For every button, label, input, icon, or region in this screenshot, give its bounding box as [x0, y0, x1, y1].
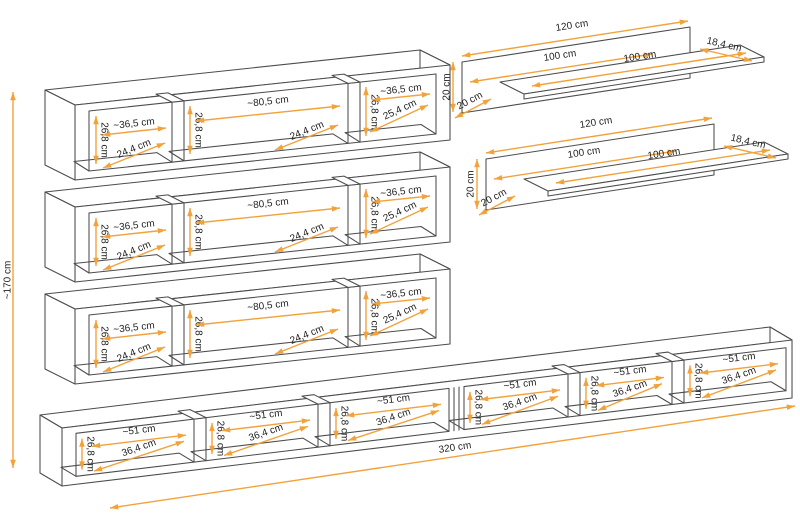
divider-top	[301, 394, 331, 405]
dimension-arrow	[454, 98, 492, 119]
dimension-arrow	[478, 195, 516, 216]
cabinet-left-face	[44, 89, 76, 181]
dimension-arrow	[101, 228, 167, 239]
stand-left-face	[39, 414, 63, 487]
dimension-label: ~36,5 cm	[113, 320, 155, 335]
dimension-arrow	[101, 330, 167, 341]
divider-top	[655, 351, 685, 363]
dimension-arrow	[195, 308, 341, 327]
dimension-label: ~80,5 cm	[247, 196, 289, 211]
dimension-label: ~36,5 cm	[113, 218, 155, 233]
dimension-label: 26,8 cm	[99, 122, 110, 158]
dimension-arrow	[274, 226, 339, 253]
dimension-label: 320 cm	[438, 440, 472, 456]
dimension-arrow	[485, 116, 713, 155]
dimension-arrow	[195, 206, 341, 225]
dimension-label: ~51 cm	[503, 377, 537, 392]
dimension-label: ~51 cm	[613, 364, 647, 379]
dimension-label: ~51 cm	[722, 351, 756, 366]
dimension-label: 120 cm	[555, 18, 589, 34]
dimension-label: 26,8 cm	[589, 376, 600, 412]
dimension-label: 26,8 cm	[215, 421, 226, 457]
divider-top	[155, 296, 185, 307]
dimension-label: 26,8 cm	[193, 112, 204, 148]
dimension-arrow	[699, 48, 753, 62]
dimension-label: ~80,5 cm	[247, 94, 289, 109]
dimension-arrow	[369, 206, 429, 235]
divider-top	[155, 92, 185, 103]
dimension-label: 26,8 cm	[339, 406, 350, 442]
dimension-arrow	[109, 404, 796, 510]
divider-top	[331, 175, 361, 186]
divider-top	[331, 277, 361, 288]
dimension-arrow	[274, 328, 339, 355]
dimension-arrow	[369, 308, 429, 337]
divider-top	[155, 194, 185, 205]
dimension-arrow	[461, 19, 689, 58]
dimension-label: ~36,5 cm	[380, 184, 422, 199]
compartment-floor	[168, 133, 349, 162]
dimension-label: ~36,5 cm	[380, 286, 422, 301]
divider-top	[551, 364, 581, 375]
overall-height-dimension: ~170 cm	[3, 92, 16, 469]
dimension-label: ~51 cm	[376, 393, 410, 408]
dimension-label: 26,8 cm	[99, 224, 110, 260]
dimension-arrow	[102, 244, 166, 271]
dimension-arrow	[102, 142, 166, 169]
dimension-arrow	[369, 104, 429, 133]
dimension-arrow	[701, 369, 777, 399]
dimension-label: 26,8 cm	[85, 436, 96, 472]
cabinet-left-face	[44, 191, 76, 283]
dimension-arrow	[371, 296, 431, 306]
cabinet-left-face	[44, 293, 76, 385]
dimension-label: 26,8 cm	[193, 316, 204, 352]
dimension-label: 100 cm	[647, 146, 681, 162]
dimension-label: 120 cm	[579, 115, 613, 131]
dimension-label: ~170 cm	[3, 261, 14, 300]
dimension-label: 26,8 cm	[473, 390, 484, 426]
dimension-label: ~36,5 cm	[113, 116, 155, 131]
dimension-label: 26,8 cm	[693, 363, 704, 399]
dimension-arrow	[195, 104, 341, 123]
dimension-label: ~80,5 cm	[247, 298, 289, 313]
dimension-label: 20 cm	[466, 170, 477, 197]
dimension-label: 26,8 cm	[99, 326, 110, 362]
dimension-arrow	[101, 126, 167, 137]
dimension-arrow	[371, 194, 431, 204]
dimension-label: ~36,5 cm	[380, 82, 422, 97]
dimension-arrow	[723, 145, 777, 159]
dimension-arrow	[274, 124, 339, 151]
dimension-label: 100 cm	[623, 49, 657, 65]
dimension-arrow	[371, 92, 431, 102]
dimension-label: 20 cm	[442, 73, 453, 100]
compartment-floor	[168, 235, 349, 264]
divider-top	[331, 73, 361, 84]
dimension-arrow	[102, 346, 166, 373]
dimension-label: 26,8 cm	[193, 214, 204, 250]
compartment-floor	[168, 337, 349, 366]
